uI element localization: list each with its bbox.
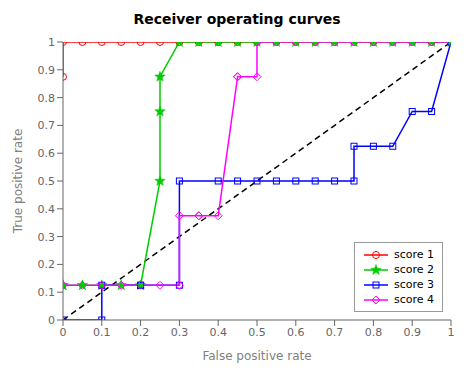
svg-text:0: 0	[48, 314, 55, 327]
svg-text:0.1: 0.1	[38, 286, 56, 299]
svg-text:0.5: 0.5	[248, 326, 266, 339]
svg-text:1: 1	[448, 326, 455, 339]
html-text:score 4: score 4	[393, 293, 434, 306]
svg-text:0.9: 0.9	[38, 64, 56, 77]
svg-text:0: 0	[60, 326, 67, 339]
svg-text:0.8: 0.8	[38, 92, 56, 105]
svg-text:0.6: 0.6	[38, 147, 56, 160]
svg-text:0.6: 0.6	[287, 326, 305, 339]
svg-text:0.2: 0.2	[132, 326, 150, 339]
html-text:Receiver operating curves: Receiver operating curves	[133, 11, 341, 27]
svg-text:0.2: 0.2	[38, 258, 56, 271]
svg-text:1: 1	[48, 36, 55, 49]
svg-text:0.8: 0.8	[365, 326, 383, 339]
svg-text:0.4: 0.4	[38, 203, 56, 216]
svg-text:True positive rate: True positive rate	[11, 129, 25, 235]
svg-text:0.4: 0.4	[209, 326, 227, 339]
svg-text:0.3: 0.3	[171, 326, 189, 339]
svg-text:0.5: 0.5	[38, 175, 56, 188]
svg-text:0.9: 0.9	[403, 326, 421, 339]
html-text:score 1: score 1	[393, 248, 434, 261]
html-text:score 3: score 3	[393, 278, 434, 291]
svg-text:0.3: 0.3	[38, 231, 56, 244]
svg-text:False positive rate: False positive rate	[202, 349, 311, 363]
html-text:score 2: score 2	[393, 263, 434, 276]
svg-text:0.7: 0.7	[326, 326, 344, 339]
svg-text:0.1: 0.1	[93, 326, 111, 339]
svg-text:0.7: 0.7	[38, 119, 56, 132]
